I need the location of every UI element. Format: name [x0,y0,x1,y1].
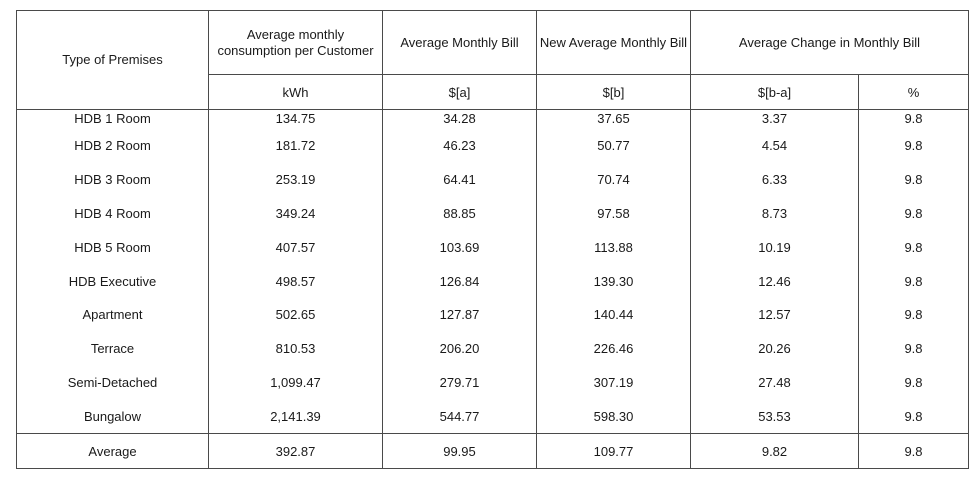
pct-cell: 9.8 [858,297,969,332]
table-row: HDB 1 Room 134.75 34.28 37.65 3.37 9.8 [16,109,969,129]
header-consumption: Average monthly consumption per Customer [208,10,383,75]
premises-cell: Bungalow [16,399,209,434]
pct-cell: 9.8 [858,196,969,231]
kwh-cell: 253.19 [208,162,383,197]
premises-cell: HDB 2 Room [16,129,209,163]
change-cell: 8.73 [690,196,859,231]
premises-cell: HDB Executive [16,264,209,298]
change-cell: 12.46 [690,264,859,298]
new-bill-cell: 226.46 [536,331,691,366]
new-bill-cell: 70.74 [536,162,691,197]
kwh-cell: 407.57 [208,230,383,265]
average-row: Average 392.87 99.95 109.77 9.82 9.8 [16,433,969,470]
pct-cell: 9.8 [858,109,969,129]
header-premises: Type of Premises [16,10,209,110]
avg-bill-cell: 46.23 [382,129,537,163]
tariff-table: Type of Premises Average monthly consump… [16,10,969,470]
header-change: Average Change in Monthly Bill [690,10,969,75]
avg-bill-cell: 64.41 [382,162,537,197]
kwh-cell: 181.72 [208,129,383,163]
kwh-cell: 392.87 [208,433,383,470]
change-cell: 3.37 [690,109,859,129]
new-bill-cell: 37.65 [536,109,691,129]
avg-bill-cell: 103.69 [382,230,537,265]
pct-cell: 9.8 [858,331,969,366]
pct-cell: 9.8 [858,365,969,400]
kwh-cell: 498.57 [208,264,383,298]
premises-cell: HDB 3 Room [16,162,209,197]
premises-cell: Average [16,433,209,470]
change-cell: 27.48 [690,365,859,400]
pct-cell: 9.8 [858,399,969,434]
kwh-cell: 810.53 [208,331,383,366]
pct-cell: 9.8 [858,264,969,298]
table-row: Apartment 502.65 127.87 140.44 12.57 9.8 [16,297,969,332]
kwh-cell: 1,099.47 [208,365,383,400]
header-new-avg-bill: New Average Monthly Bill [536,10,691,75]
new-bill-cell: 109.77 [536,433,691,470]
change-cell: 53.53 [690,399,859,434]
kwh-cell: 2,141.39 [208,399,383,434]
avg-bill-cell: 99.95 [382,433,537,470]
table-row: HDB 2 Room 181.72 46.23 50.77 4.54 9.8 [16,129,969,163]
change-cell: 12.57 [690,297,859,332]
premises-cell: Semi-Detached [16,365,209,400]
change-cell: 10.19 [690,230,859,265]
unit-pct: % [858,74,969,110]
table-row: HDB 3 Room 253.19 64.41 70.74 6.33 9.8 [16,162,969,197]
change-cell: 20.26 [690,331,859,366]
table-row: Terrace 810.53 206.20 226.46 20.26 9.8 [16,331,969,366]
change-cell: 9.82 [690,433,859,470]
kwh-cell: 134.75 [208,109,383,129]
new-bill-cell: 139.30 [536,264,691,298]
table-row: HDB 4 Room 349.24 88.85 97.58 8.73 9.8 [16,196,969,231]
premises-cell: HDB 4 Room [16,196,209,231]
premises-cell: Terrace [16,331,209,366]
kwh-cell: 502.65 [208,297,383,332]
new-bill-cell: 140.44 [536,297,691,332]
premises-cell: HDB 5 Room [16,230,209,265]
kwh-cell: 349.24 [208,196,383,231]
pct-cell: 9.8 [858,433,969,470]
avg-bill-cell: 206.20 [382,331,537,366]
new-bill-cell: 50.77 [536,129,691,163]
avg-bill-cell: 544.77 [382,399,537,434]
new-bill-cell: 307.19 [536,365,691,400]
unit-b: $[b] [536,74,691,110]
avg-bill-cell: 34.28 [382,109,537,129]
new-bill-cell: 113.88 [536,230,691,265]
avg-bill-cell: 127.87 [382,297,537,332]
pct-cell: 9.8 [858,230,969,265]
premises-cell: Apartment [16,297,209,332]
unit-kwh: kWh [208,74,383,110]
pct-cell: 9.8 [858,129,969,163]
header-avg-bill: Average Monthly Bill [382,10,537,75]
avg-bill-cell: 126.84 [382,264,537,298]
unit-diff: $[b-a] [690,74,859,110]
new-bill-cell: 598.30 [536,399,691,434]
table-row: HDB 5 Room 407.57 103.69 113.88 10.19 9.… [16,230,969,265]
avg-bill-cell: 88.85 [382,196,537,231]
table-row: HDB Executive 498.57 126.84 139.30 12.46… [16,264,969,298]
premises-cell: HDB 1 Room [16,109,209,129]
table-row: Semi-Detached 1,099.47 279.71 307.19 27.… [16,365,969,400]
change-cell: 4.54 [690,129,859,163]
unit-a: $[a] [382,74,537,110]
change-cell: 6.33 [690,162,859,197]
table-row: Bungalow 2,141.39 544.77 598.30 53.53 9.… [16,399,969,434]
pct-cell: 9.8 [858,162,969,197]
new-bill-cell: 97.58 [536,196,691,231]
avg-bill-cell: 279.71 [382,365,537,400]
